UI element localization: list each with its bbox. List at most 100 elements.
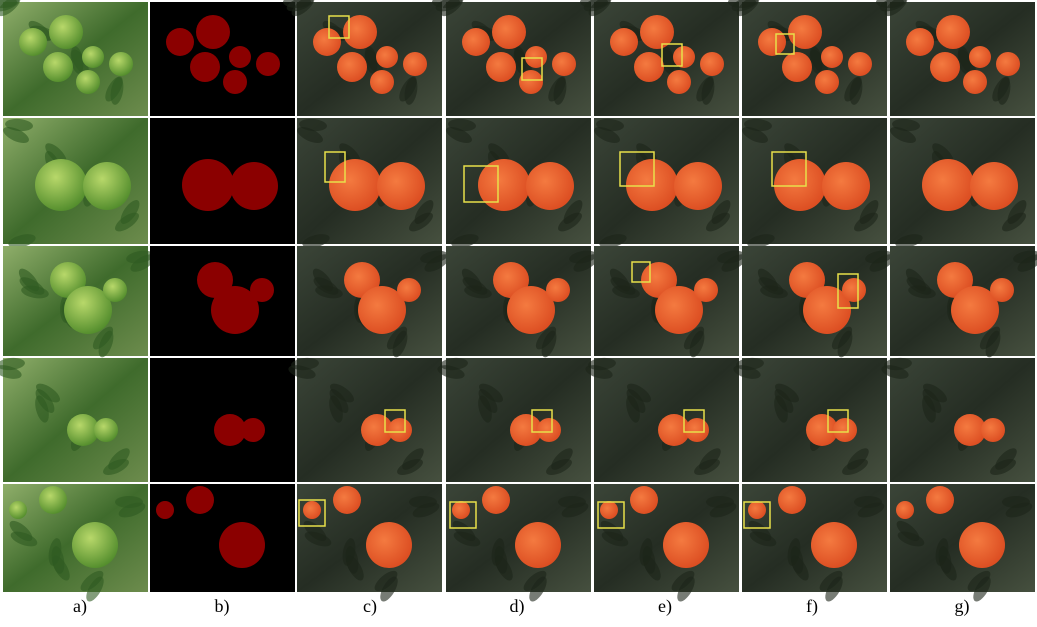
fruit	[370, 70, 394, 94]
image-panel	[436, 357, 591, 482]
fruit	[313, 28, 341, 56]
fruit	[241, 418, 265, 442]
fruit	[403, 52, 427, 76]
image-panel	[3, 484, 148, 604]
fruit	[815, 70, 839, 94]
image-panel	[446, 246, 601, 359]
fruit	[981, 418, 1005, 442]
fruit	[492, 15, 526, 49]
fruit	[969, 46, 991, 68]
fruit	[482, 486, 510, 514]
image-panel	[888, 118, 1035, 251]
fruit	[630, 486, 658, 514]
fruit	[842, 278, 866, 302]
fruit	[634, 52, 664, 82]
image-panel	[432, 0, 591, 116]
fruit	[990, 278, 1014, 302]
fruit	[833, 418, 857, 442]
fruit	[778, 486, 806, 514]
column-label: c)	[363, 596, 377, 617]
fruit	[667, 70, 691, 94]
fruit	[166, 28, 194, 56]
image-panel	[446, 484, 591, 604]
image-panel	[150, 358, 295, 482]
image-panel	[1, 118, 148, 251]
fruit	[397, 278, 421, 302]
fruit	[186, 486, 214, 514]
fruit	[674, 162, 722, 210]
fruit	[811, 522, 857, 568]
fruit	[848, 52, 872, 76]
image-panel	[297, 484, 442, 604]
image-panel	[287, 357, 442, 482]
fruit	[896, 501, 914, 519]
fruit	[223, 70, 247, 94]
column-label: g)	[955, 596, 970, 617]
fruit	[525, 46, 547, 68]
fruit	[963, 70, 987, 94]
column-label: d)	[510, 596, 525, 617]
fruit	[72, 522, 118, 568]
image-panel	[742, 484, 887, 604]
fruit	[926, 486, 954, 514]
fruit	[43, 52, 73, 82]
image-panel	[584, 357, 739, 482]
fruit	[35, 159, 87, 211]
fruit	[388, 418, 412, 442]
fruit	[377, 162, 425, 210]
fruit	[906, 28, 934, 56]
image-panel	[594, 246, 749, 359]
fruit	[537, 418, 561, 442]
fruit	[337, 52, 367, 82]
fruit	[19, 28, 47, 56]
image-panel	[742, 246, 897, 359]
fruit	[663, 522, 709, 568]
image-panel	[890, 246, 1037, 359]
image-panel	[740, 118, 887, 251]
fruit	[329, 159, 381, 211]
column-label: b)	[215, 596, 230, 617]
fruit	[452, 501, 470, 519]
image-panel	[150, 118, 295, 244]
fruit	[626, 159, 678, 211]
image-panel	[732, 357, 887, 482]
fruit	[190, 52, 220, 82]
fruit	[376, 46, 398, 68]
fruit	[182, 159, 234, 211]
fruit	[49, 15, 83, 49]
fruit	[552, 52, 576, 76]
image-panel	[150, 246, 295, 356]
fruit	[94, 418, 118, 442]
fruit	[103, 278, 127, 302]
fruit	[109, 52, 133, 76]
fruit	[478, 159, 530, 211]
fruit	[774, 159, 826, 211]
image-panel	[283, 0, 442, 116]
fruit	[610, 28, 638, 56]
fruit	[250, 278, 274, 302]
fruit	[685, 418, 709, 442]
fruit	[303, 501, 321, 519]
image-panel	[880, 357, 1035, 482]
fruit	[333, 486, 361, 514]
fruit	[526, 162, 574, 210]
fruit	[230, 162, 278, 210]
column-label: a)	[73, 596, 87, 617]
fruit	[782, 52, 812, 82]
fruit	[196, 15, 230, 49]
fruit	[959, 522, 1005, 568]
fruit	[748, 501, 766, 519]
fruit	[343, 15, 377, 49]
fruit	[83, 162, 131, 210]
fruit	[39, 486, 67, 514]
image-panel	[592, 118, 739, 251]
fruit	[82, 46, 104, 68]
fruit	[758, 28, 786, 56]
fruit	[256, 52, 280, 76]
fruit	[922, 159, 974, 211]
column-label: e)	[658, 596, 672, 617]
column-label: f)	[806, 596, 818, 617]
image-panel	[580, 0, 739, 116]
fruit	[700, 52, 724, 76]
image-panel	[876, 0, 1035, 116]
